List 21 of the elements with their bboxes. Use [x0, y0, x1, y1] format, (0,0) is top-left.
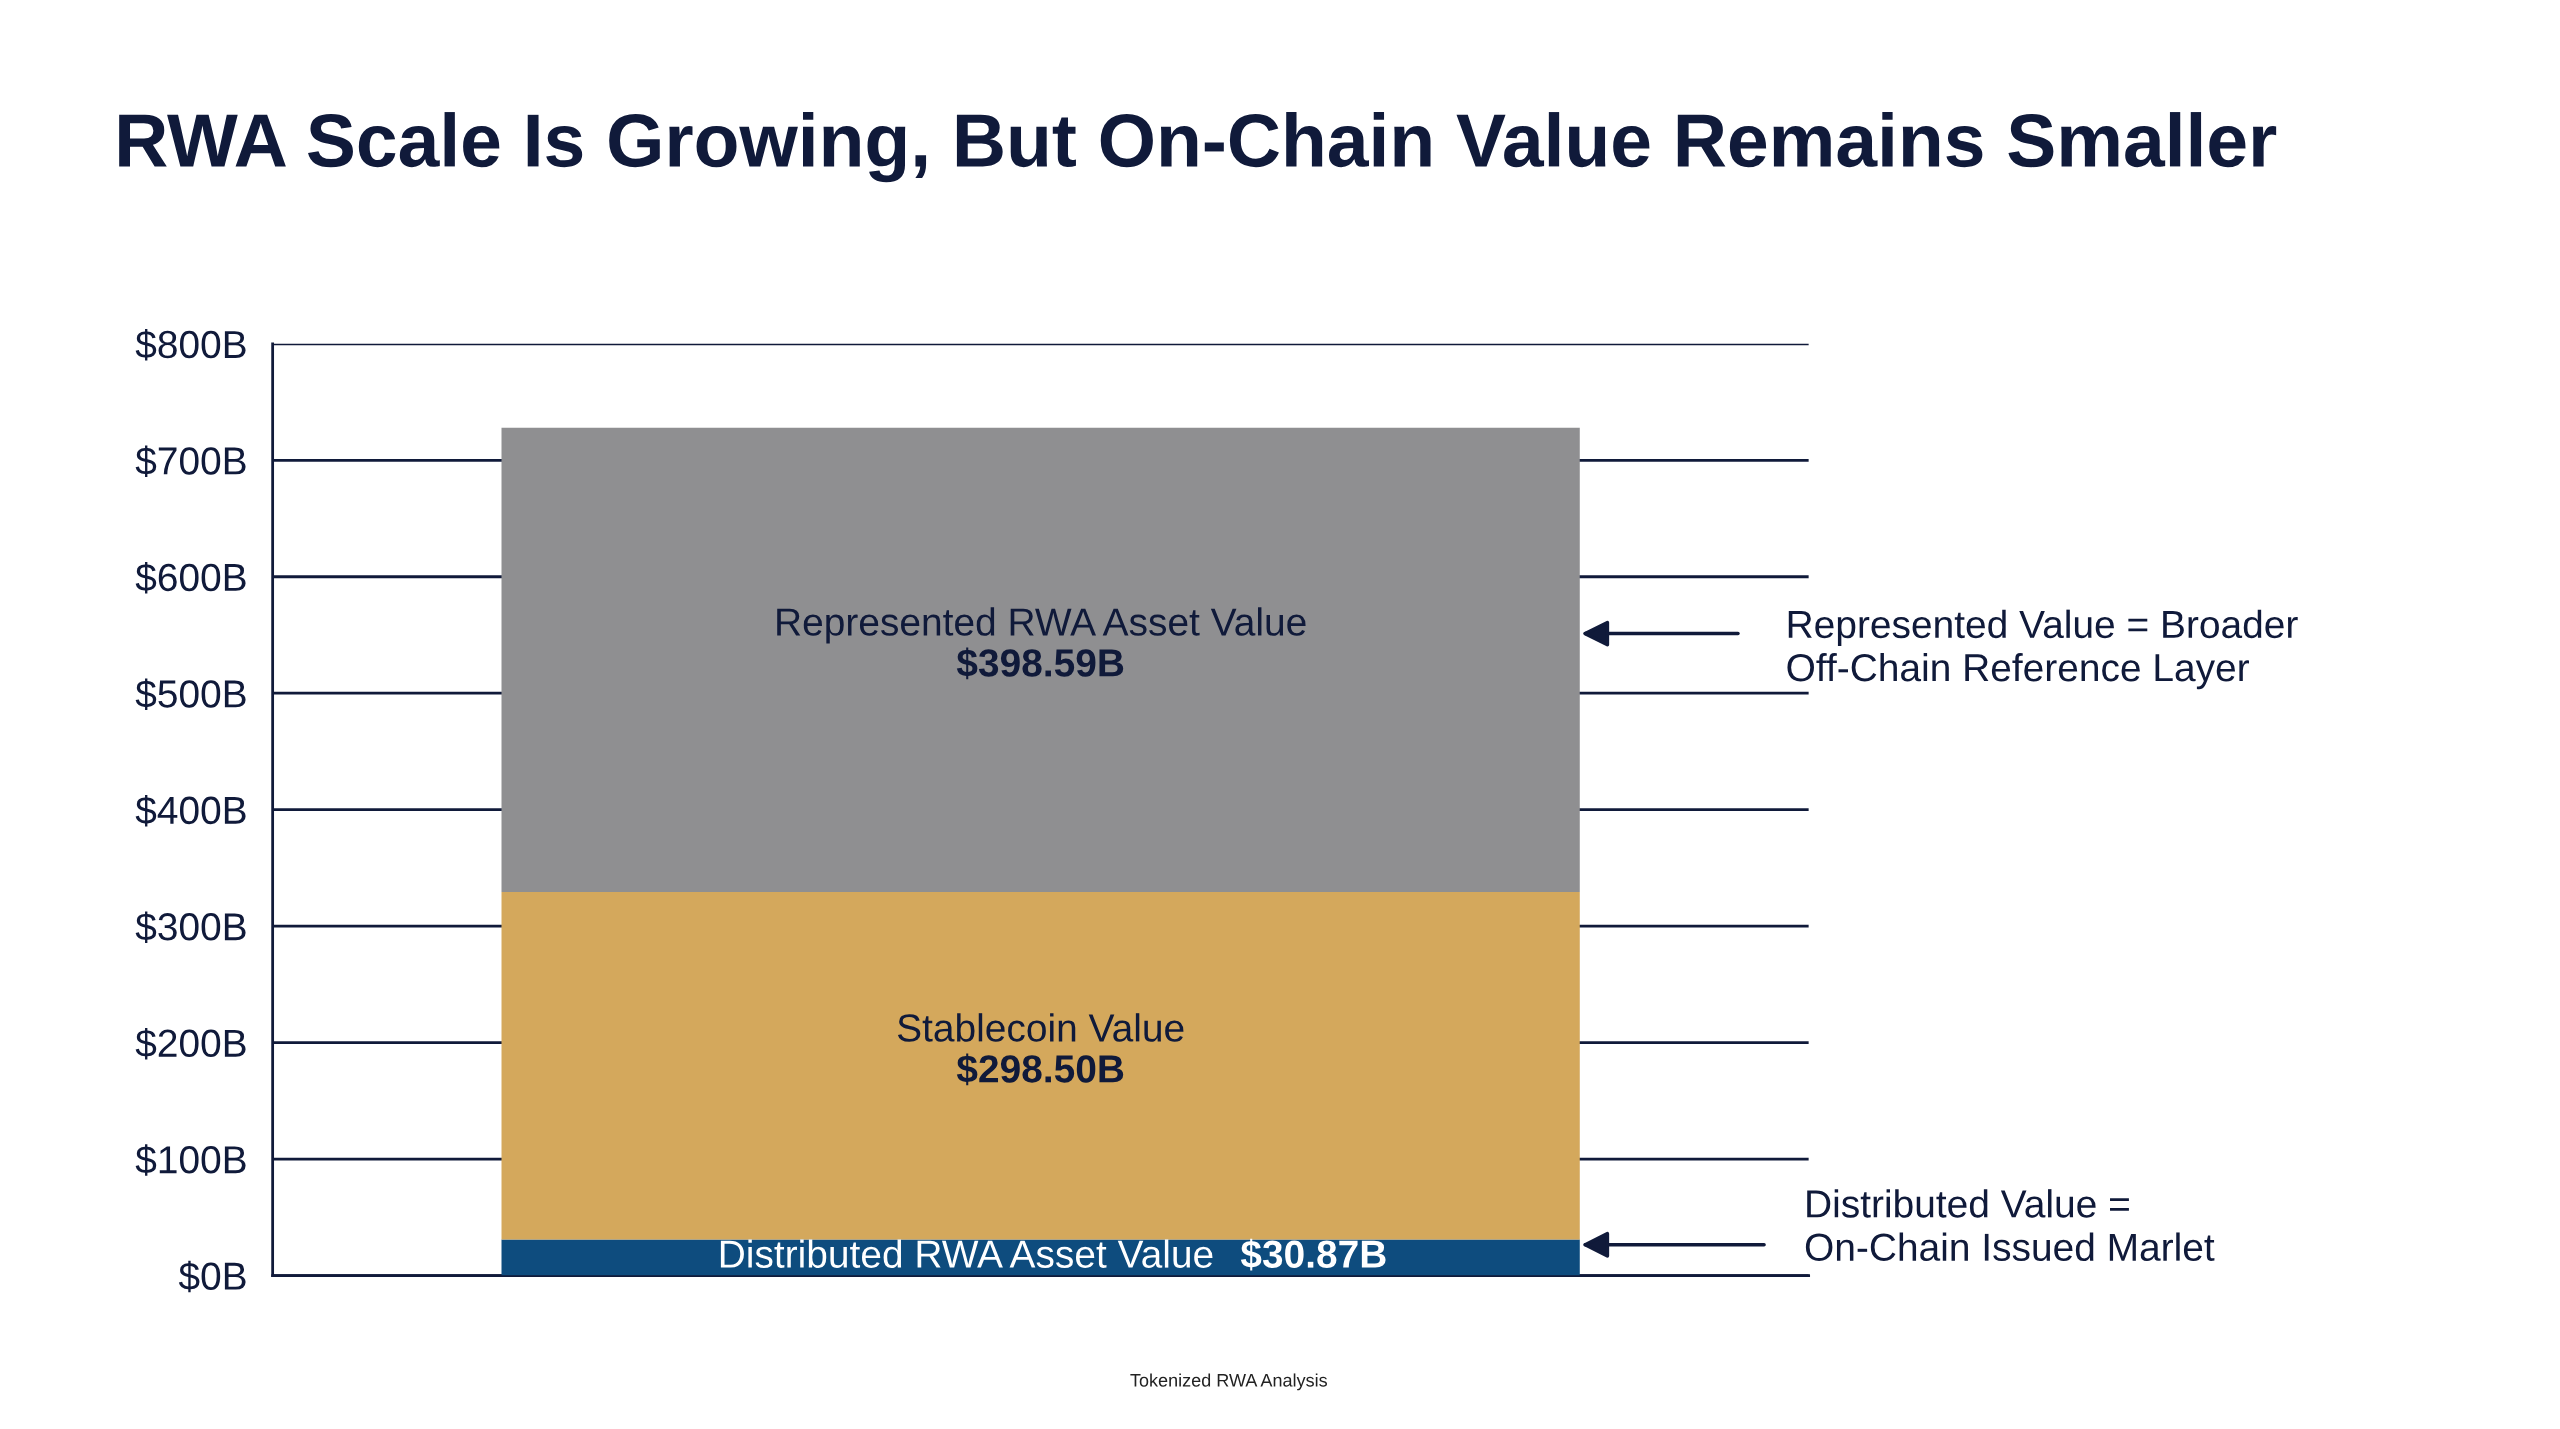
y-tick-label: $200B	[135, 1027, 246, 1060]
y-tick-label: $0B	[178, 1260, 246, 1293]
y-tick-label: $100B	[135, 1144, 246, 1176]
y-tick-label: $800B	[135, 329, 246, 361]
y-tick-label: $300B	[135, 911, 246, 943]
y-tick-label: $500B	[135, 678, 246, 710]
series-label: Represented RWA Asset Value	[777, 607, 1306, 644]
data-label: $30.87B	[1240, 1238, 1386, 1271]
chart-title: RWA Scale Is Growing, But On-Chain Value Remains Smaller	[119, 112, 2277, 183]
y-tick-label: $400B	[135, 794, 246, 827]
text: Tokenized RWA Analysis	[1130, 1373, 1327, 1391]
data-label: $398.59B	[956, 647, 1124, 680]
bar	[501, 427, 1580, 892]
series-label: Distributed RWA Asset Value	[720, 1239, 1213, 1268]
y-tick-label: $700B	[135, 445, 246, 478]
annotation: Represented Value = Broader Off-Chain Reference Layer	[1787, 609, 2298, 690]
data-label: $298.50B	[956, 1053, 1124, 1086]
annotation: Distributed Value = On-Chain Issued Marlet	[1805, 1189, 2215, 1262]
bar	[501, 891, 1580, 1240]
series-label: Stablecoin Value	[897, 1013, 1184, 1042]
y-tick-label: $600B	[135, 562, 246, 594]
